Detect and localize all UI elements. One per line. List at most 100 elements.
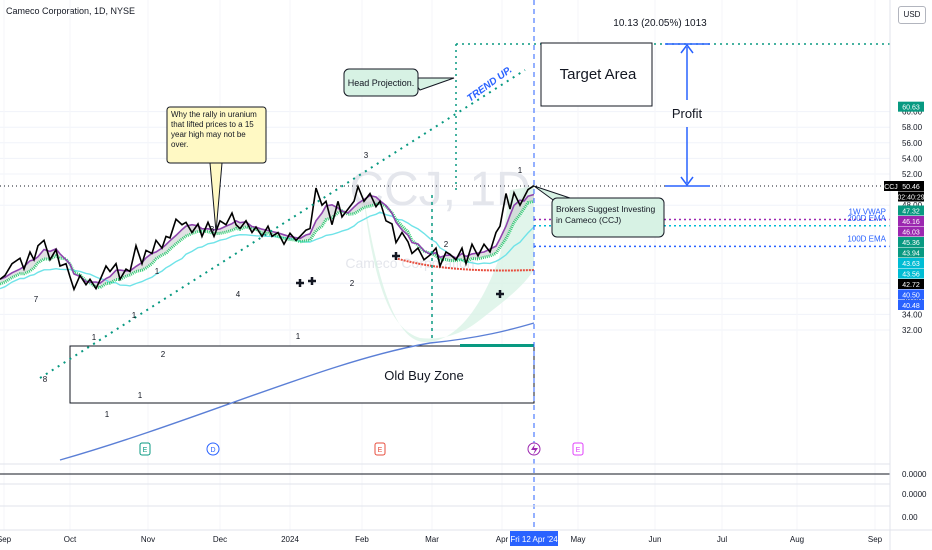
cup-pattern-fill [362, 186, 534, 343]
oscillator-tick-label: 0.0000 [902, 470, 927, 479]
price-label-bg [898, 191, 924, 202]
x-tick-label: Nov [141, 535, 155, 544]
price-label-bg [898, 289, 924, 300]
old-buy-zone-box [69, 345, 535, 404]
x-tick-label: Feb [355, 535, 369, 544]
wave-count-label: 4 [236, 290, 241, 299]
price-label: 46.16 [902, 219, 920, 226]
uranium-note-text: Why the rally in uranium that lifted pri… [171, 110, 257, 149]
x-tick-label: Dec [213, 535, 227, 544]
price-label: 02:40:29 [897, 195, 924, 202]
profit-label: Profit [672, 106, 703, 121]
price-label-bg [898, 215, 924, 226]
price-label-bg [898, 257, 924, 268]
price-label: 40.48 [902, 303, 920, 310]
wave-count-label: 1 [105, 410, 110, 419]
y-tick-label: 52.00 [902, 170, 923, 179]
wave-count-label: 1 [296, 332, 301, 341]
wave-count-label: 2 [444, 240, 449, 249]
wave-count-label: 1 [92, 333, 97, 342]
price-line [0, 183, 535, 292]
y-tick-label: 56.00 [902, 139, 923, 148]
wave-count-label: 1 [132, 311, 137, 320]
profit-arrowhead-down [680, 176, 694, 187]
y-tick-label: 34.00 [902, 310, 923, 319]
x-tick-label: Mar [425, 535, 439, 544]
brokers-note-callout[interactable] [551, 197, 665, 238]
price-label-bg [898, 299, 924, 310]
level-label: 1W VWAP [849, 208, 886, 217]
head-projection-text: Head Projection. [348, 78, 415, 88]
price-label: 50.46 [902, 184, 920, 191]
brokers-note-text: Brokers Suggest Investing in Cameco (CCJ… [556, 204, 656, 225]
signal-cross-marker [392, 252, 400, 260]
x-tick-label: 2024 [281, 535, 299, 544]
level-label: 100D EMA [847, 234, 886, 243]
price-label: 45.36 [902, 240, 920, 247]
wave-count-label: 3 [210, 225, 215, 234]
signal-cross-marker [496, 290, 504, 298]
price-label-bg [898, 101, 924, 112]
x-tick-label: Oct [64, 535, 77, 544]
resistance-line [394, 257, 535, 272]
wave-count-label: 3 [364, 151, 369, 160]
oscillator-tick-label: 0.00 [902, 513, 918, 522]
price-label: 40.50 [902, 292, 920, 299]
price-label-bg [898, 278, 924, 289]
event-marker-label: E [143, 447, 148, 454]
wave-count-label: 1 [518, 166, 523, 175]
trend-up-line [39, 69, 526, 379]
old-buy-zone-top-bar [460, 344, 534, 347]
crosshair-date-label: Fri 12 Apr '24 [510, 535, 558, 544]
head-projection-callout[interactable] [343, 68, 419, 97]
event-marker-label: D [210, 447, 215, 454]
price-label-bg [884, 181, 898, 191]
ema-100-line [59, 322, 535, 461]
price-label: CCJ [884, 184, 898, 191]
wave-count-label: 1 [155, 267, 160, 276]
event-marker-label: E [576, 447, 581, 454]
y-tick-label: 58.00 [902, 123, 923, 132]
chart-title: Cameco Corporation, 1D, NYSE [6, 6, 136, 16]
price-label-bg [898, 181, 924, 191]
price-label: 47.32 [902, 208, 920, 215]
y-tick-label: 32.00 [902, 326, 923, 335]
wave-count-label: 2 [350, 279, 355, 288]
wave-count-label: 7 [34, 295, 39, 304]
oscillator-tick-label: 0.0000 [902, 490, 927, 499]
x-tick-label: Apr [496, 535, 509, 544]
earnings-event-marker [374, 442, 386, 456]
event-marker-label: E [378, 447, 383, 454]
old-buy-zone-label: Old Buy Zone [384, 368, 464, 383]
x-tick-label: May [570, 535, 585, 544]
price-label-bg [898, 268, 924, 279]
signal-cross-marker [308, 277, 316, 285]
profit-arrowhead-up [680, 43, 694, 54]
level-label: 200D EMA [847, 214, 886, 223]
price-label: 46.03 [902, 229, 920, 236]
price-label-bg [898, 226, 924, 237]
price-label-bg [898, 236, 924, 247]
price-label: 43.63 [902, 261, 920, 268]
price-label: 60.63 [902, 105, 920, 112]
watermark: CCJ, 1D [349, 163, 530, 216]
trend-up-label: TREND UP. [465, 65, 514, 105]
x-tick-label: Sep [0, 535, 12, 544]
grid [0, 111, 890, 331]
x-tick-label: Jun [649, 535, 662, 544]
y-tick-label: 54.00 [902, 154, 923, 163]
target-stats-label: 10.13 (20.05%) 1013 [613, 18, 707, 29]
currency-badge[interactable]: USD [898, 6, 926, 24]
wave-count-label: 8 [43, 375, 48, 384]
dividend-event-marker [206, 442, 220, 456]
y-tick-label: 60.00 [902, 108, 923, 117]
x-tick-label: Jul [717, 535, 727, 544]
target-area-label: Target Area [560, 66, 637, 83]
crosshair-date-badge [510, 531, 558, 546]
target-area-box[interactable] [540, 42, 653, 107]
price-label: 43.94 [902, 250, 920, 257]
price-label: 42.72 [902, 282, 920, 289]
uranium-note-callout[interactable] [166, 106, 267, 164]
signal-cross-marker [296, 279, 304, 287]
